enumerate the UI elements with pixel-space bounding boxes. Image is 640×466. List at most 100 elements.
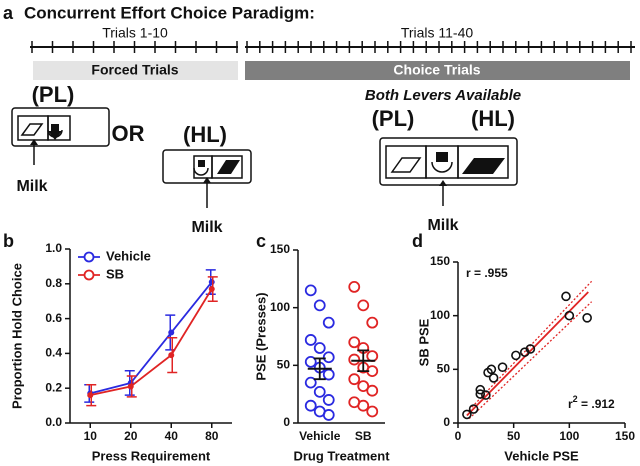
phase-label: Trials 1-10 [102, 25, 168, 41]
point [313, 299, 326, 312]
timeline [30, 41, 635, 53]
annotation-part: r [568, 397, 573, 411]
point [561, 291, 571, 302]
point [322, 351, 335, 364]
ci-line [468, 301, 593, 420]
or-label: OR [112, 121, 145, 146]
error-bar [313, 357, 326, 381]
point [322, 394, 335, 406]
point [87, 392, 94, 399]
choice-bar [245, 61, 630, 80]
y-axis-label: Proportion Hold Choice [9, 263, 24, 409]
y-tick-label: 100 [270, 300, 290, 314]
y-tick-label: 0.4 [45, 346, 62, 360]
error-bar [357, 349, 370, 372]
y-tick-label: 150 [430, 254, 450, 268]
point [366, 405, 379, 418]
forced-bar [33, 61, 238, 80]
x-axis-label: Drug Treatment [293, 448, 390, 463]
x-tick-label: 150 [615, 429, 635, 443]
diagram-title: Concurrent Effort Choice Paradigm: [24, 3, 315, 22]
x-tick-label: 0 [455, 429, 462, 443]
point [486, 364, 497, 375]
point [322, 316, 335, 329]
y-tick-label: 50 [277, 358, 291, 372]
y-tick-label: 0.2 [45, 380, 62, 394]
point [348, 281, 361, 293]
y-tick-label: 0.0 [45, 415, 62, 429]
y-axis-label: SB PSE [416, 318, 431, 366]
y-tick-label: 50 [437, 362, 451, 376]
y-tick-label: 100 [430, 308, 450, 322]
lever-label: (PL) [372, 106, 415, 131]
lever-icons [30, 124, 505, 186]
milk-label: Milk [191, 219, 222, 236]
x-tick-label: SB [355, 429, 372, 443]
legend-label: SB [106, 266, 124, 281]
x-tick-label: Vehicle [299, 429, 341, 443]
point [366, 384, 379, 397]
point [127, 383, 134, 390]
point [348, 373, 361, 386]
point [304, 399, 317, 412]
x-tick-label: 80 [205, 429, 219, 443]
bar-label: Choice Trials [393, 62, 480, 78]
point [357, 380, 370, 392]
legend-marker [83, 269, 95, 281]
panel-label: d [412, 231, 423, 251]
point [304, 334, 317, 346]
panel-label: a [3, 3, 14, 23]
lever-label: (PL) [32, 82, 75, 107]
point [366, 350, 379, 363]
point [304, 355, 317, 368]
point [357, 299, 370, 312]
y-tick-label: 0.8 [45, 276, 62, 290]
point [475, 384, 486, 395]
annotation: r2 = .912 [568, 394, 615, 411]
y-tick-label: 0 [443, 415, 450, 429]
point [348, 336, 361, 349]
x-tick-label: 40 [165, 429, 179, 443]
subtitle: Both Levers Available [365, 87, 521, 104]
phase-label: Trials 11-40 [401, 25, 474, 41]
lever-label: (HL) [471, 106, 515, 131]
point [468, 404, 479, 414]
point [168, 329, 175, 336]
series-line [90, 288, 213, 397]
annotation-part: 2 [573, 394, 578, 404]
panel-label: c [256, 231, 266, 251]
point [462, 409, 472, 420]
y-tick-label: 0.6 [45, 311, 62, 325]
x-axis-label: Press Requirement [92, 448, 211, 463]
x-axis-label: Vehicle PSE [504, 448, 579, 463]
series-line [90, 281, 213, 395]
x-tick-label: 20 [124, 429, 138, 443]
x-tick-label: 50 [507, 429, 521, 443]
point [488, 373, 499, 383]
y-tick-label: 1.0 [45, 241, 62, 255]
y-tick-label: 0 [283, 415, 290, 429]
point [357, 399, 370, 412]
point [511, 350, 521, 361]
milk-label: Milk [16, 178, 47, 195]
milk-label: Milk [427, 217, 458, 234]
x-tick-label: 10 [84, 429, 98, 443]
bar-label: Forced Trials [91, 62, 178, 78]
point [322, 409, 335, 421]
point [168, 352, 175, 359]
point [304, 284, 317, 297]
point [582, 313, 592, 323]
annotation-part: = .912 [578, 397, 615, 411]
y-tick-label: 150 [270, 242, 290, 256]
annotation: r = .955 [466, 266, 508, 280]
point [208, 286, 215, 293]
point [313, 385, 326, 398]
point [322, 368, 335, 381]
legend-label: Vehicle [106, 248, 151, 263]
point [313, 342, 326, 354]
x-tick-label: 100 [559, 429, 579, 443]
lever-label: (HL) [183, 122, 227, 147]
point [564, 310, 575, 321]
point [304, 376, 317, 389]
